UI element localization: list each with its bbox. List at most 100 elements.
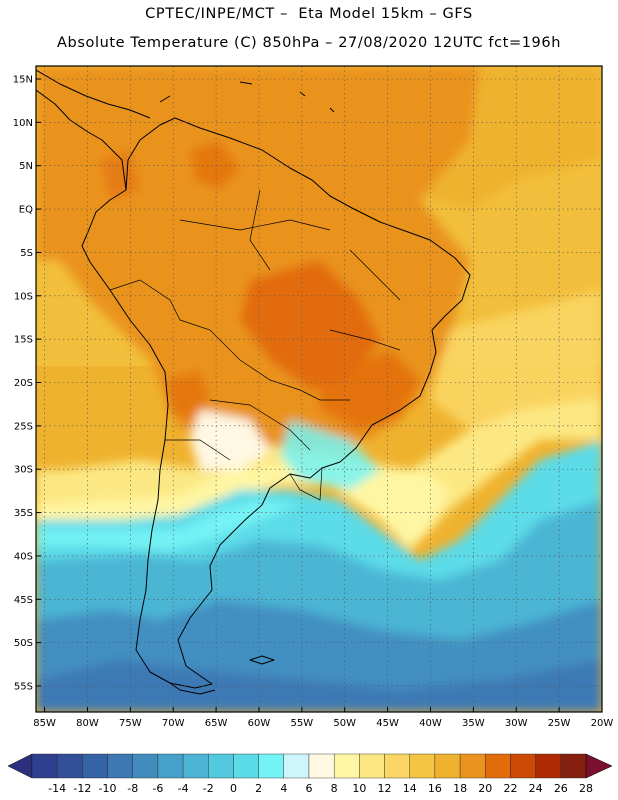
colorbar-swatch: [283, 753, 310, 779]
colorbar-label: -14: [48, 782, 66, 795]
latitude-labels: 15N 10N 5N EQ 5S 10S 15S 20S 25S 30S 35S 40S 45S 50S 5…: [13, 75, 41, 692]
lon-label: 75W: [119, 718, 142, 729]
lat-label: EQ: [19, 205, 33, 216]
colorbar-swatch: [107, 753, 133, 779]
map-title-line-2: Absolute Temperature (C) 850hPa – 27/08/…: [57, 35, 561, 51]
colorbar-label: 4: [280, 782, 287, 795]
lon-label: 40W: [419, 718, 442, 729]
lon-label: 70W: [162, 718, 185, 729]
colorbar-swatch: [535, 753, 562, 779]
lat-label: 50S: [14, 638, 33, 649]
south-america-coast: [81, 117, 471, 689]
map-frame: [35, 65, 603, 713]
border-chile-argentina: [165, 439, 231, 461]
field-hot-core-southeast: [320, 350, 420, 430]
colorbar-label: 12: [378, 782, 392, 795]
lat-label: 20S: [14, 378, 33, 389]
colorbar-swatch: [308, 753, 335, 779]
tierra-del-fuego: [169, 682, 216, 695]
country-borders: [109, 189, 401, 501]
colorbar-label: -12: [73, 782, 91, 795]
lon-label: 30W: [505, 718, 528, 729]
lat-label: 5S: [20, 248, 33, 259]
colorbar-swatch: [132, 753, 159, 779]
temperature-field: [36, 66, 602, 712]
colorbar-swatch: [485, 753, 511, 779]
colorbar-swatch: [56, 753, 83, 779]
colorbar-label: -10: [99, 782, 117, 795]
colorbar-label: 28: [579, 782, 593, 795]
colorbar-label: -6: [152, 782, 163, 795]
lat-label: 15S: [14, 335, 33, 346]
colorbar: -14 -12 -10 -8 -6 -4 -2 0 2 4 6 8 10 12 14 16 18 20 22 24 26…: [7, 753, 613, 795]
lat-label: 25S: [14, 421, 33, 432]
colorbar-label: 8: [331, 782, 338, 795]
falklands: [249, 655, 275, 665]
lon-label: 25W: [548, 718, 571, 729]
colorbar-swatch: [233, 753, 259, 779]
colorbar-swatch: [560, 753, 587, 779]
colorbar-swatch: [31, 753, 58, 779]
border-states-1: [349, 249, 401, 301]
colorbar-label: 14: [403, 782, 417, 795]
colorbar-label: 16: [428, 782, 442, 795]
colorbar-low-arrow: [7, 753, 33, 779]
border-guyana: [249, 189, 271, 271]
field-hot-andes-north: [100, 150, 140, 200]
lat-label: 30S: [14, 465, 33, 476]
field-deepest-blue: [36, 660, 602, 712]
colorbar-label: 18: [453, 782, 467, 795]
lon-label: 85W: [33, 718, 56, 729]
colorbar-label: 20: [478, 782, 492, 795]
border-north: [179, 219, 331, 231]
coastlines: [36, 69, 471, 695]
field-cyan-uruguay: [280, 420, 380, 490]
colorbar-label: 2: [255, 782, 262, 795]
border-uruguay: [289, 467, 323, 501]
colorbar-label: -4: [178, 782, 189, 795]
lon-label: 55W: [291, 718, 314, 729]
lat-label: 35S: [14, 508, 33, 519]
lon-label: 60W: [248, 718, 271, 729]
lon-label: 45W: [376, 718, 399, 729]
colorbar-swatch: [182, 753, 209, 779]
caribbean-islands: [159, 81, 335, 113]
lat-label: 10N: [13, 118, 33, 129]
colorbar-swatch: [258, 753, 285, 779]
colorbar-swatch: [157, 753, 184, 779]
colorbar-swatch: [510, 753, 536, 779]
lat-label: 15N: [13, 75, 33, 86]
colorbar-label: -8: [127, 782, 138, 795]
colorbar-label: 6: [306, 782, 313, 795]
lon-label: 80W: [76, 718, 99, 729]
central-america-coast: [36, 69, 151, 191]
field-cream-argentina: [190, 410, 270, 470]
map-title-line-1: CPTEC/INPE/MCT – Eta Model 15km – GFS: [145, 6, 473, 22]
colorbar-label: 22: [503, 782, 517, 795]
lon-label: 50W: [333, 718, 356, 729]
lon-label: 35W: [462, 718, 485, 729]
lat-label: 10S: [14, 291, 33, 302]
colorbar-swatch: [359, 753, 385, 779]
colorbar-swatch: [434, 753, 461, 779]
lon-label: 20W: [591, 718, 614, 729]
border-brazil-bolivia: [179, 319, 350, 401]
lon-label: 65W: [205, 718, 228, 729]
border-argentina-paraguay: [209, 399, 311, 451]
colorbar-swatch: [333, 753, 360, 779]
lat-label: 40S: [14, 551, 33, 562]
colorbar-swatch: [384, 753, 410, 779]
colorbar-swatch: [459, 753, 486, 779]
colorbar-label: 26: [554, 782, 568, 795]
colorbar-swatch: [208, 753, 234, 779]
border-states-2: [329, 329, 401, 351]
colorbar-swatch: [409, 753, 436, 779]
field-hot-venezuela: [190, 140, 240, 190]
colorbar-label: 10: [352, 782, 366, 795]
colorbar-label: 0: [230, 782, 237, 795]
colorbar-swatch: [82, 753, 108, 779]
colorbar-high-arrow: [585, 753, 613, 779]
longitude-labels: 85W 80W 75W 70W 65W 60W 55W 50W 45W 40W 35W 30W 25W 2…: [33, 707, 613, 729]
lat-label: 45S: [14, 595, 33, 606]
